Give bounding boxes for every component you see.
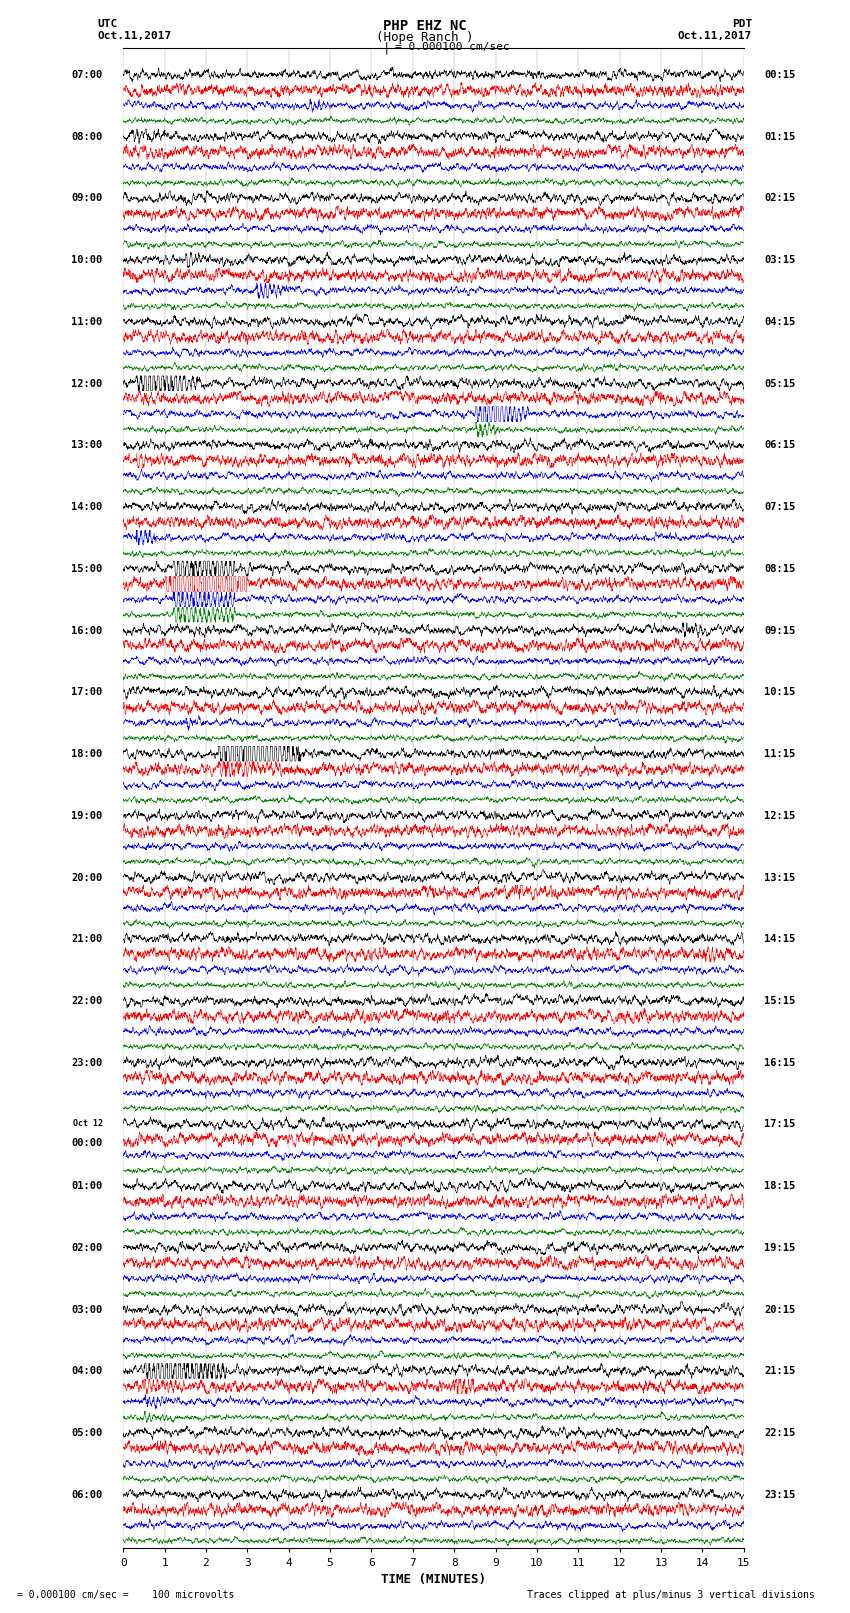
Text: 09:15: 09:15 bbox=[764, 626, 796, 636]
Text: 06:00: 06:00 bbox=[71, 1490, 103, 1500]
Text: 12:00: 12:00 bbox=[71, 379, 103, 389]
Text: 20:15: 20:15 bbox=[764, 1305, 796, 1315]
Text: PHP EHZ NC: PHP EHZ NC bbox=[383, 19, 467, 34]
Text: 15:15: 15:15 bbox=[764, 995, 796, 1007]
Text: 17:00: 17:00 bbox=[71, 687, 103, 697]
Text: 02:00: 02:00 bbox=[71, 1244, 103, 1253]
Text: 06:15: 06:15 bbox=[764, 440, 796, 450]
Text: 22:00: 22:00 bbox=[71, 995, 103, 1007]
Text: 04:15: 04:15 bbox=[764, 316, 796, 327]
Text: 14:00: 14:00 bbox=[71, 502, 103, 511]
Text: 07:15: 07:15 bbox=[764, 502, 796, 511]
Text: (Hope Ranch ): (Hope Ranch ) bbox=[377, 31, 473, 44]
Text: 03:00: 03:00 bbox=[71, 1305, 103, 1315]
Text: 05:00: 05:00 bbox=[71, 1428, 103, 1439]
Text: 08:00: 08:00 bbox=[71, 132, 103, 142]
Text: 20:00: 20:00 bbox=[71, 873, 103, 882]
Text: 10:00: 10:00 bbox=[71, 255, 103, 265]
Text: 09:00: 09:00 bbox=[71, 194, 103, 203]
Text: 21:15: 21:15 bbox=[764, 1366, 796, 1376]
Text: Oct.11,2017: Oct.11,2017 bbox=[678, 31, 752, 40]
Text: |: | bbox=[383, 42, 390, 55]
Text: Traces clipped at plus/minus 3 vertical divisions: Traces clipped at plus/minus 3 vertical … bbox=[527, 1590, 815, 1600]
Text: 17:15: 17:15 bbox=[764, 1119, 796, 1129]
Text: PDT: PDT bbox=[732, 19, 752, 29]
Text: 15:00: 15:00 bbox=[71, 565, 103, 574]
Text: 01:15: 01:15 bbox=[764, 132, 796, 142]
Text: 12:15: 12:15 bbox=[764, 811, 796, 821]
Text: = 0.000100 cm/sec =    100 microvolts: = 0.000100 cm/sec = 100 microvolts bbox=[17, 1590, 235, 1600]
Text: 13:00: 13:00 bbox=[71, 440, 103, 450]
Text: 11:15: 11:15 bbox=[764, 748, 796, 760]
Text: 11:00: 11:00 bbox=[71, 316, 103, 327]
Text: 21:00: 21:00 bbox=[71, 934, 103, 944]
Text: 04:00: 04:00 bbox=[71, 1366, 103, 1376]
Text: 16:15: 16:15 bbox=[764, 1058, 796, 1068]
Text: 13:15: 13:15 bbox=[764, 873, 796, 882]
Text: 02:15: 02:15 bbox=[764, 194, 796, 203]
Text: 03:15: 03:15 bbox=[764, 255, 796, 265]
Text: Oct 12: Oct 12 bbox=[72, 1119, 103, 1129]
Text: 10:15: 10:15 bbox=[764, 687, 796, 697]
Text: 22:15: 22:15 bbox=[764, 1428, 796, 1439]
Text: = 0.000100 cm/sec: = 0.000100 cm/sec bbox=[395, 42, 510, 52]
Text: 01:00: 01:00 bbox=[71, 1181, 103, 1190]
Text: 19:15: 19:15 bbox=[764, 1244, 796, 1253]
Text: 07:00: 07:00 bbox=[71, 69, 103, 81]
Text: 18:00: 18:00 bbox=[71, 748, 103, 760]
Text: 00:00: 00:00 bbox=[71, 1137, 103, 1148]
Text: 14:15: 14:15 bbox=[764, 934, 796, 944]
X-axis label: TIME (MINUTES): TIME (MINUTES) bbox=[381, 1573, 486, 1586]
Text: 19:00: 19:00 bbox=[71, 811, 103, 821]
Text: 08:15: 08:15 bbox=[764, 565, 796, 574]
Text: 23:00: 23:00 bbox=[71, 1058, 103, 1068]
Text: 18:15: 18:15 bbox=[764, 1181, 796, 1190]
Text: 00:15: 00:15 bbox=[764, 69, 796, 81]
Text: Oct.11,2017: Oct.11,2017 bbox=[98, 31, 172, 40]
Text: UTC: UTC bbox=[98, 19, 118, 29]
Text: 23:15: 23:15 bbox=[764, 1490, 796, 1500]
Text: 16:00: 16:00 bbox=[71, 626, 103, 636]
Text: 05:15: 05:15 bbox=[764, 379, 796, 389]
